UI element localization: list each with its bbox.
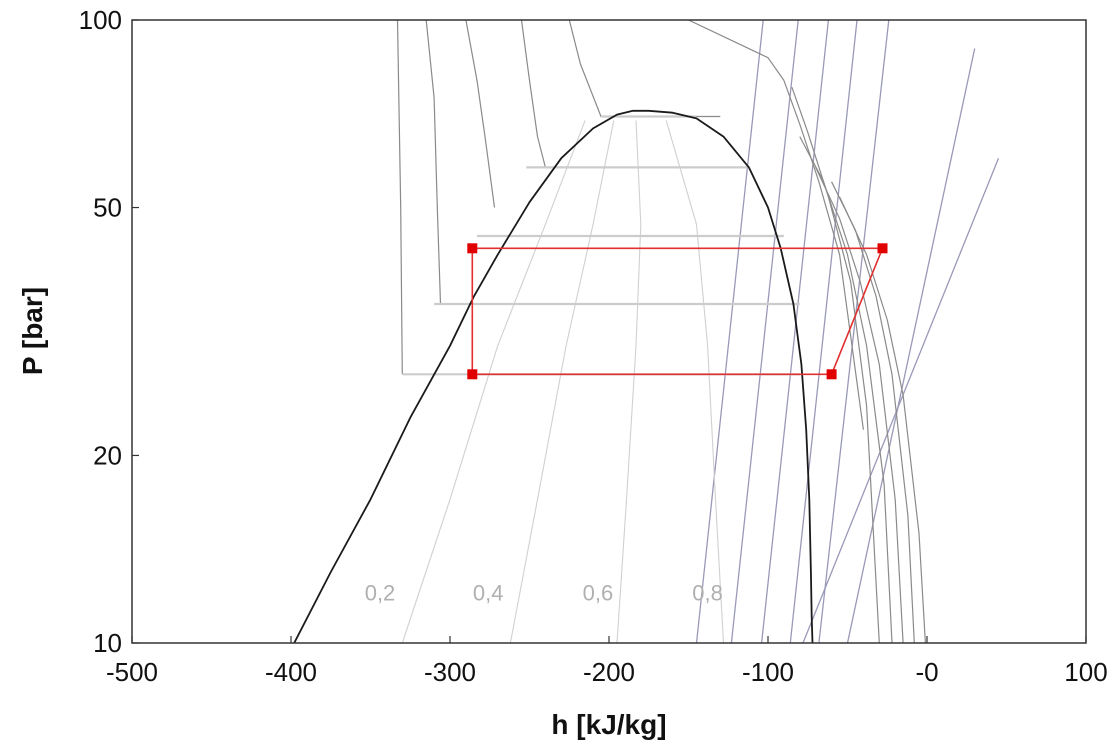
quality-label-3: 0,6 [583,581,614,606]
isotherm-line-11 [839,196,926,643]
quality-label-1: 0,2 [365,581,396,606]
x-axis: -500 -400 -300 -200 -100 -0 100 [106,636,1108,687]
isotherm-line-9 [815,167,904,643]
plot-background [132,20,1086,643]
refrigeration-cycle [467,243,888,380]
y-axis: 10 20 50 100 [79,5,139,658]
quality-label-2: 0,4 [473,581,504,606]
isentrope-line-4 [789,20,858,643]
quality-line-4 [665,120,725,643]
x-tick-label: -0 [915,657,938,687]
cycle-point-4 [467,369,478,380]
x-tick-label: -300 [424,657,476,687]
isotherm-line-3 [465,20,496,208]
isentrope-line-1 [695,20,764,643]
saturation-dome [293,109,814,643]
quality-line-1 [401,120,586,643]
isotherm-line-2 [425,20,442,305]
isotherm-line-1 [396,20,403,375]
x-tick-label: -500 [106,657,158,687]
quality-label-4: 0,8 [692,581,723,606]
x-tick-label: 100 [1064,657,1107,687]
y-tick-label: 100 [79,5,122,35]
saturation-dome-curve [293,109,814,643]
isentrope-line-7 [802,157,1000,643]
x-tick-label: -100 [742,657,794,687]
isotherm-line-4 [520,20,546,168]
quality-lines [401,120,725,643]
isentrope-line-3 [760,20,830,643]
quality-labels: 0,2 0,4 0,6 0,8 [365,581,723,606]
isentrope-line-6 [846,48,976,643]
cycle-point-1 [467,243,478,254]
x-tick-label: -400 [265,657,317,687]
y-tick-label: 10 [93,628,122,658]
isotherm-line-7 [791,87,880,643]
isotherm-lines [396,20,926,643]
isentrope-lines [695,20,1000,643]
isentrope-line-5 [818,20,890,643]
y-tick-label: 50 [93,193,122,223]
y-axis-title: P [bar] [17,287,48,375]
cycle-point-2 [877,243,888,254]
x-tick-label: -200 [583,657,635,687]
isotherm-line-8 [799,136,893,643]
isotherm-line-6 [688,20,864,430]
x-axis-title: h [kJ/kg] [551,709,666,740]
y-tick-label: 20 [93,441,122,471]
isentrope-line-2 [730,20,799,643]
quality-line-3 [616,120,642,643]
cycle-point-3 [826,369,837,380]
quality-line-2 [509,120,615,643]
